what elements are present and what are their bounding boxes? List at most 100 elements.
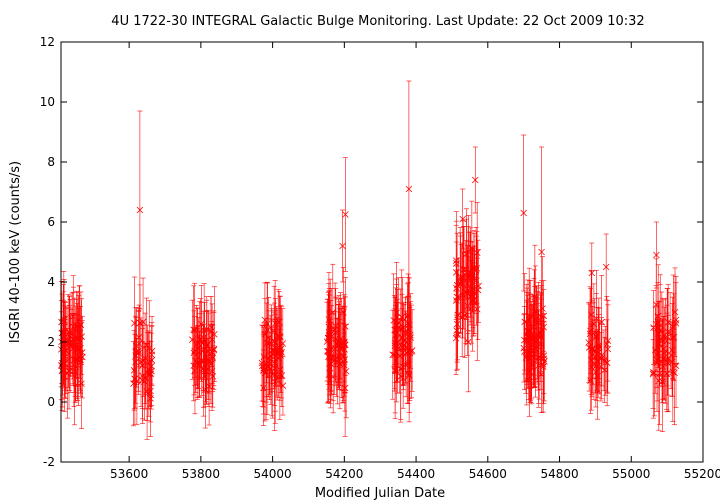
data-point [339,209,346,283]
plot-frame [60,41,704,463]
y-tick-label: 10 [40,95,55,109]
y-tick-label: 8 [47,155,55,169]
data-point [653,221,660,289]
data-point [585,303,593,392]
data-point [209,345,217,408]
data-point [268,327,276,417]
data-point [453,265,460,336]
x-tick-label: 53600 [110,467,148,481]
data-point [541,321,548,402]
data-point [340,267,347,358]
x-tick-label: 54200 [325,467,363,481]
data-point [203,299,211,393]
data-point [593,331,600,401]
data-point [534,302,542,391]
x-tick-label: 54400 [397,467,435,481]
data-point [459,251,467,339]
data-point [538,146,545,358]
data-point [200,283,208,378]
data-point [206,329,213,394]
x-tick-label: 54800 [540,467,578,481]
data-point [143,343,151,440]
data-point [66,307,74,377]
data-point [78,320,86,385]
data-point [655,300,663,387]
data-point [602,233,610,301]
data-point [67,314,74,376]
data-point [465,291,472,393]
data-point [669,321,677,422]
data-point [273,307,281,401]
data-point [470,233,478,305]
data-point [654,282,662,363]
y-tick-label: 6 [47,215,55,229]
data-point [473,257,481,361]
data-point [397,288,405,370]
data-point [60,299,68,368]
data-point [668,303,676,397]
data-point [259,324,266,407]
data-point [672,276,680,364]
data-point [76,285,83,379]
y-axis-label: ISGRI 40-100 keV (counts/s) [8,161,23,343]
data-point [531,244,539,349]
data-point [588,242,596,304]
x-tick-label: 54600 [469,467,507,481]
data-point [650,290,657,365]
data-point [468,260,475,332]
data-point [521,313,528,390]
y-tick-label: 2 [47,335,55,349]
data-point [272,298,279,387]
data-point [75,295,82,361]
data-point [69,275,77,358]
data-point [664,284,672,360]
data-point [341,305,348,393]
data-point [136,110,144,310]
data-point [202,351,209,429]
data-point [260,332,268,408]
data-point [342,157,349,272]
data-point [332,297,340,368]
data-point [130,341,137,427]
data-point [340,305,348,382]
x-tick-label: 55000 [612,467,650,481]
x-axis: 53600 53800 54000 54200 54400 54600 54800 55000… [110,42,720,481]
data-point [328,322,335,395]
data-point [147,341,155,407]
data-point [210,312,218,386]
data-point [530,269,538,360]
data-point [660,299,668,372]
data-point [132,307,140,404]
data-point [600,329,608,392]
x-axis-label: Modified Julian Date [315,486,445,501]
data-point [133,337,141,425]
data-point [604,300,612,382]
y-tick-label: 12 [40,35,55,49]
data-point [204,338,212,401]
data-point [533,297,541,383]
chart-title: 4U 1722-30 INTEGRAL Galactic Bulge Monit… [111,14,644,29]
y-tick-label: 4 [47,275,55,289]
data-point [340,322,348,401]
data-point [341,339,349,437]
data-point [525,316,532,400]
data-point [279,356,287,416]
data-point [75,285,83,355]
data-point [267,318,275,394]
data-point [539,256,546,361]
y-tick-label: 0 [47,395,55,409]
data-point [537,292,545,372]
data-point [471,146,479,214]
data-point [520,134,527,292]
data-point [459,188,466,250]
data-point [595,307,603,386]
data-point [603,319,611,407]
data-point [660,316,667,382]
data-point [655,301,663,366]
x-tick-label: 55200 [684,467,720,481]
data-point [651,329,658,417]
data-point [262,323,270,420]
data-point [324,292,332,385]
data-point [263,302,270,384]
